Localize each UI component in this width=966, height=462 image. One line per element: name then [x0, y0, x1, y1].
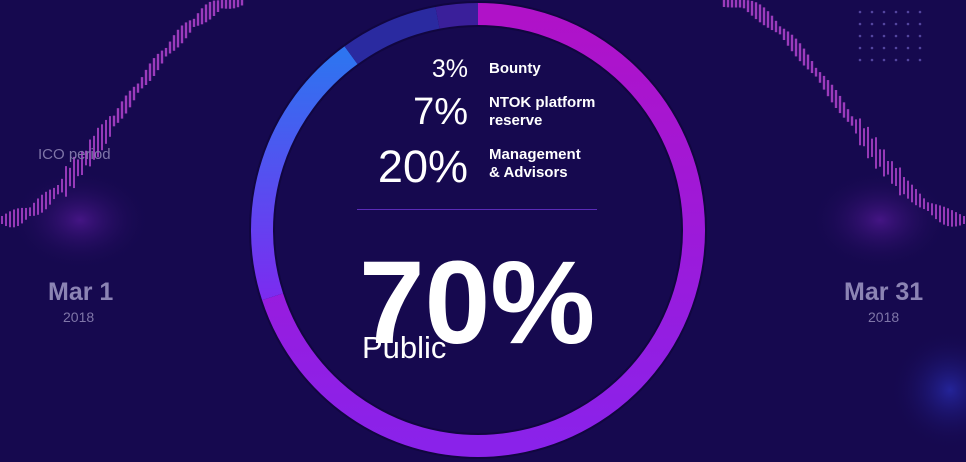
dot	[858, 34, 862, 38]
slice-public	[262, 3, 705, 457]
dot	[906, 58, 910, 62]
end-date: Mar 31	[844, 278, 924, 306]
reserve-label-line-1: NTOK platform	[489, 94, 596, 111]
dot	[894, 46, 898, 50]
waveform-left	[1, 0, 244, 228]
dot	[906, 46, 910, 50]
dot	[882, 58, 886, 62]
dot	[858, 46, 862, 50]
dot	[918, 58, 922, 62]
reserve-value-label: 7%	[413, 91, 468, 133]
public-value-label: 70%	[359, 237, 596, 369]
public-label: Public	[362, 330, 447, 365]
dot	[906, 10, 910, 14]
dot	[906, 22, 910, 26]
management-value-label: 20%	[377, 141, 468, 192]
management-label-line-2: & Advisors	[489, 164, 568, 181]
dot	[858, 22, 862, 26]
corner-glow	[890, 330, 966, 450]
dot	[870, 58, 874, 62]
timeline-caption: ICO period	[38, 146, 111, 163]
dot	[858, 10, 862, 14]
bounty-label-line-1: Bounty	[489, 60, 541, 77]
right-glow	[810, 170, 950, 270]
dot	[882, 10, 886, 14]
slice-bounty	[435, 3, 479, 29]
dot	[894, 34, 898, 38]
dot	[918, 10, 922, 14]
management-label: Management & Advisors	[489, 146, 581, 182]
dot	[882, 34, 886, 38]
slice-reserve	[344, 7, 440, 65]
bounty-label: Bounty	[489, 60, 541, 78]
dot	[870, 46, 874, 50]
bounty-value-label: 3%	[431, 55, 468, 83]
dot	[918, 22, 922, 26]
slice-management	[251, 46, 358, 301]
dot	[882, 22, 886, 26]
dot	[894, 10, 898, 14]
dot	[858, 58, 862, 62]
dot	[882, 46, 886, 50]
dot	[870, 34, 874, 38]
dot	[870, 10, 874, 14]
dot	[894, 58, 898, 62]
reserve-label: NTOK platform reserve	[489, 94, 595, 130]
management-label-line-1: Management	[489, 146, 581, 163]
waveform-right	[722, 0, 965, 227]
start-year: 2018	[63, 309, 95, 325]
dot	[918, 34, 922, 38]
dot-grid-pattern	[858, 10, 922, 62]
legend-divider	[357, 209, 597, 210]
start-date: Mar 1	[48, 278, 114, 306]
end-year: 2018	[868, 309, 900, 325]
dot	[906, 34, 910, 38]
dot	[894, 22, 898, 26]
dot	[870, 22, 874, 26]
reserve-label-line-2: reserve	[489, 112, 543, 129]
dot	[918, 46, 922, 50]
left-glow	[10, 170, 150, 270]
